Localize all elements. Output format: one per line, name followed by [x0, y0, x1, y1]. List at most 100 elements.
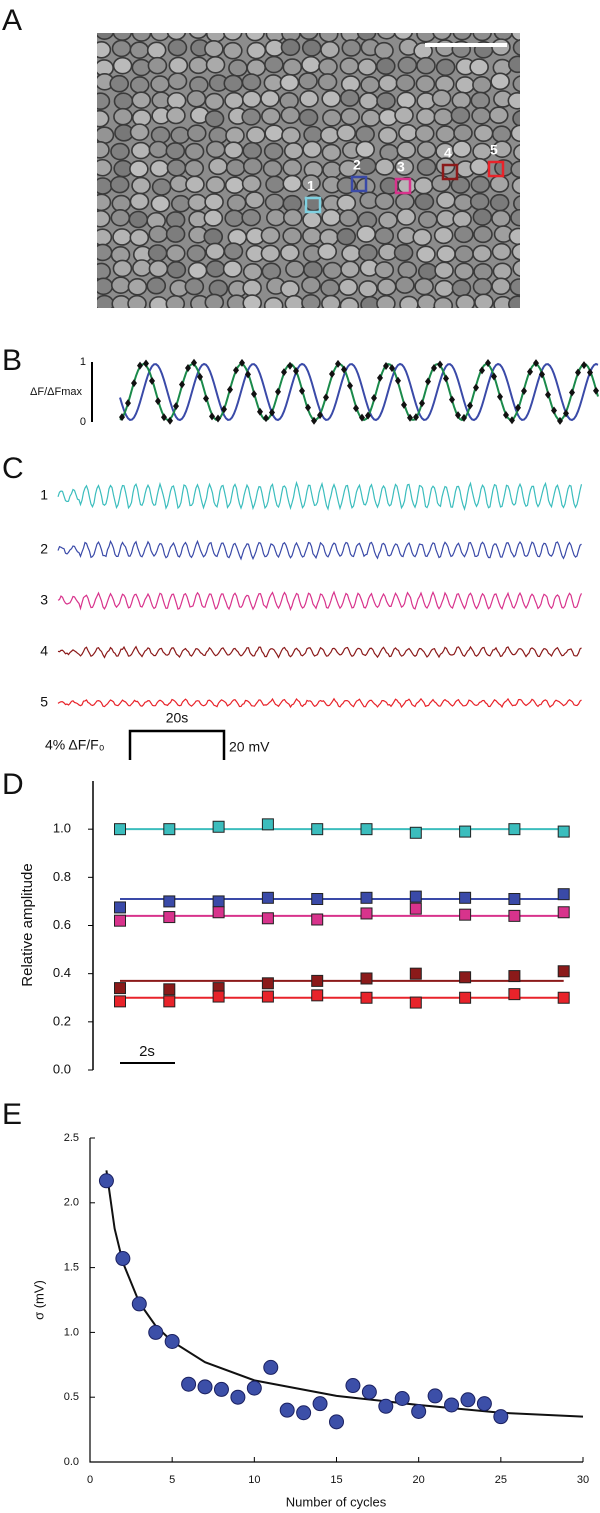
cell: [203, 227, 224, 246]
cell: [473, 225, 493, 244]
point: [409, 967, 422, 980]
cell: [396, 91, 417, 110]
cell: [303, 313, 321, 329]
cell: [129, 192, 150, 211]
point: [508, 823, 521, 836]
cell: [455, 76, 475, 94]
cell: [360, 109, 381, 127]
cell: [435, 125, 456, 143]
cell: [150, 33, 170, 42]
cell: [112, 259, 133, 278]
cell: [532, 93, 550, 109]
cell: [396, 315, 414, 331]
cell: [148, 296, 169, 308]
cell: [469, 192, 490, 211]
cell: [320, 40, 340, 59]
cell: [393, 243, 414, 262]
cell: [150, 194, 171, 213]
cell: [131, 141, 151, 160]
cell: [186, 244, 207, 263]
point: [459, 908, 472, 921]
cell: [170, 126, 190, 145]
cell: [165, 295, 186, 308]
cell: [261, 262, 282, 281]
cell: [208, 157, 228, 176]
cell: [374, 192, 395, 211]
cell: [284, 294, 305, 308]
cell: [394, 158, 415, 176]
x-tick-label: 20: [413, 1474, 425, 1486]
cell: [146, 276, 167, 295]
cell: [490, 72, 510, 91]
cell: [528, 176, 546, 192]
point: [360, 823, 373, 836]
cell: [397, 56, 418, 74]
cell: [302, 140, 322, 159]
cell: [298, 108, 319, 127]
cell: [149, 159, 170, 178]
cell: [204, 92, 225, 111]
cell: [301, 276, 321, 294]
cell: [166, 158, 187, 177]
cell: [318, 57, 338, 76]
cell: [283, 142, 304, 160]
cell: [166, 91, 187, 110]
x-tick-label: 15: [330, 1474, 342, 1486]
cell: [322, 261, 343, 280]
cell: [224, 209, 244, 228]
cell: [241, 174, 262, 193]
cell: [416, 245, 436, 264]
x-tick-label: 0: [87, 1474, 93, 1486]
point: [98, 1173, 114, 1189]
cell: [360, 76, 380, 94]
point: [508, 970, 521, 983]
cell: [529, 264, 547, 280]
cell: [93, 312, 111, 328]
cell: [338, 209, 359, 227]
point: [261, 912, 274, 925]
cell: [374, 41, 394, 60]
cell: [415, 75, 436, 93]
cell: [243, 313, 261, 329]
cell: [339, 57, 360, 75]
scale-label: 20s: [166, 710, 189, 726]
cell: [336, 194, 357, 212]
cell: [530, 25, 548, 41]
cell: [97, 92, 111, 110]
trace: [57, 697, 582, 709]
cell: [299, 90, 319, 108]
cell: [223, 74, 244, 93]
cell: [223, 41, 243, 60]
cell: [226, 194, 247, 212]
cell: [528, 246, 546, 262]
cell: [244, 191, 265, 209]
trace: [57, 480, 583, 511]
cell: [454, 262, 474, 281]
cell: [204, 109, 225, 128]
point: [459, 971, 472, 984]
cell: [246, 126, 266, 144]
cell: [528, 194, 546, 210]
y-tick-label: 0.0: [53, 1061, 71, 1076]
cell: [361, 313, 379, 329]
cell: [97, 33, 115, 40]
cell: [127, 278, 148, 296]
cell: [528, 209, 546, 225]
point: [557, 991, 570, 1004]
point: [212, 895, 225, 908]
point: [394, 1390, 410, 1406]
y-tick-label: 0.6: [53, 917, 71, 932]
cell: [279, 73, 300, 92]
scale-bar: [128, 729, 226, 760]
point: [115, 1251, 131, 1267]
cell: [187, 193, 208, 212]
cell: [453, 124, 473, 142]
cell: [279, 91, 299, 110]
trace-label: 3: [40, 592, 48, 608]
scale-label: 20 mV: [229, 739, 270, 755]
cell: [394, 106, 414, 125]
roi-box: [487, 160, 505, 178]
cell: [97, 126, 115, 144]
cell: [322, 109, 342, 127]
cell: [281, 126, 301, 145]
